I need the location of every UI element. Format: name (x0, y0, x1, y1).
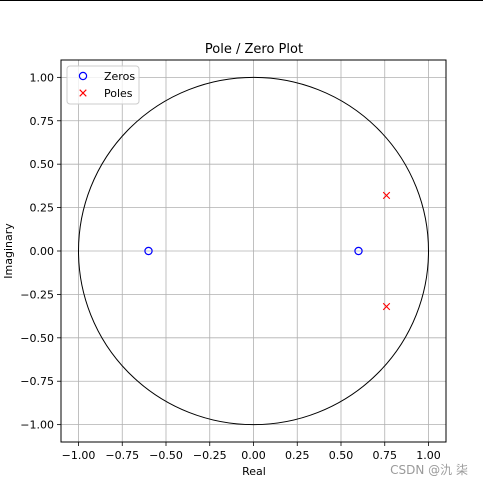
x-axis-label: Real (242, 465, 266, 478)
y-tick-label: 0.00 (30, 245, 55, 258)
legend-poles-label: Poles (104, 87, 133, 100)
poles-point-stroke (382, 191, 391, 200)
legend-poles-marker (79, 89, 87, 97)
chart-title: Pole / Zero Plot (205, 42, 303, 57)
x-tick-label: 0.50 (329, 449, 354, 462)
x-tick-label: 0.75 (373, 449, 398, 462)
legend-zeros-label: Zeros (104, 70, 135, 83)
x-axis-ticks: −1.00 −0.75 −0.50 −0.25 0.00 0.25 0.50 0.75 1.00 (62, 442, 441, 462)
y-tick-label: −0.25 (20, 288, 54, 301)
y-tick-label: 1.00 (30, 71, 55, 84)
y-tick-label: 0.75 (30, 115, 55, 128)
legend-zeros-marker (78, 71, 88, 81)
zeros-point (144, 246, 153, 256)
zeros-point (354, 246, 363, 256)
x-tick-label: 0.25 (285, 449, 310, 462)
y-tick-label: −0.50 (20, 332, 54, 345)
poles-point-stroke (382, 302, 391, 311)
legend: Zeros Poles (66, 65, 140, 105)
y-tick-label: −1.00 (20, 419, 54, 432)
watermark-text: CSDN @氿 柒 (390, 463, 468, 477)
y-tick-label: −0.75 (20, 375, 54, 388)
data-markers (144, 191, 391, 311)
x-tick-label: −0.75 (105, 449, 139, 462)
grid-lines (61, 60, 446, 442)
legend-entries: Zeros Poles (78, 70, 135, 100)
y-tick-label: 0.25 (30, 202, 55, 215)
y-axis-label: Imaginary (2, 223, 15, 279)
unit-circle (78, 76, 429, 426)
x-tick-label: −0.25 (193, 449, 227, 462)
y-axis-ticks: −1.00 −0.75 −0.50 −0.25 0.00 0.25 0.50 0.75 1.00 (20, 71, 61, 432)
x-tick-label: −1.00 (62, 449, 96, 462)
poles-point (382, 302, 391, 311)
x-tick-label: 0.00 (241, 449, 266, 462)
y-tick-label: 0.50 (30, 158, 55, 171)
top-border-line (0, 0, 483, 1)
legend-poles-marker-stroke (79, 89, 87, 97)
x-tick-label: 1.00 (416, 449, 441, 462)
x-tick-label: −0.50 (149, 449, 183, 462)
unit-circle-layer (78, 76, 429, 426)
poles-point (382, 191, 391, 200)
